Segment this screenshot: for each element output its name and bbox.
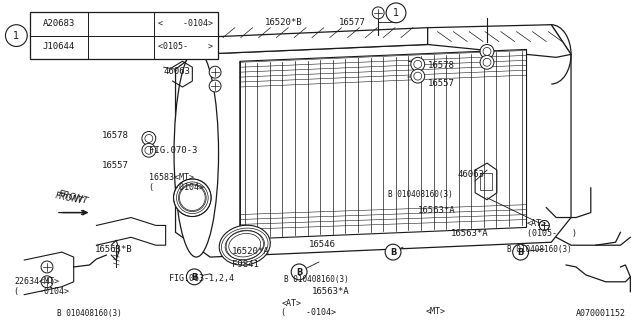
Circle shape [186, 269, 202, 285]
Text: 1: 1 [13, 31, 19, 41]
Text: 16520*A: 16520*A [232, 247, 269, 256]
Text: 16520*B: 16520*B [264, 18, 302, 27]
Text: 46063: 46063 [458, 170, 484, 179]
Text: 16563*A: 16563*A [418, 206, 456, 215]
Circle shape [6, 25, 28, 46]
Text: A070001152: A070001152 [576, 309, 626, 318]
Text: A20683: A20683 [43, 19, 75, 28]
Text: FRONT: FRONT [58, 189, 90, 206]
Circle shape [540, 220, 549, 230]
Polygon shape [240, 49, 527, 239]
Text: 16546: 16546 [309, 240, 336, 249]
Text: 16578: 16578 [101, 131, 128, 140]
Circle shape [41, 276, 53, 288]
Text: B: B [517, 248, 524, 257]
Text: FRONT: FRONT [55, 191, 84, 206]
Polygon shape [428, 25, 571, 57]
Polygon shape [175, 25, 571, 257]
Text: B: B [296, 268, 302, 277]
Text: F9841: F9841 [232, 260, 259, 269]
Text: 16563*A: 16563*A [312, 287, 349, 296]
Text: J10644: J10644 [43, 42, 75, 51]
Text: B 010408160(3): B 010408160(3) [284, 275, 349, 284]
Text: 16557: 16557 [101, 161, 128, 170]
Text: (0105-   ): (0105- ) [527, 229, 577, 238]
Circle shape [386, 3, 406, 23]
Text: 16577: 16577 [339, 18, 365, 27]
Text: B 010408160(3): B 010408160(3) [507, 245, 572, 254]
Circle shape [385, 244, 401, 260]
Ellipse shape [226, 230, 264, 260]
Text: 1: 1 [393, 8, 399, 18]
Text: FIG.070-3: FIG.070-3 [149, 146, 197, 155]
Circle shape [513, 244, 529, 260]
Text: (    -0104>: ( -0104> [149, 183, 204, 192]
Circle shape [411, 69, 425, 83]
Ellipse shape [174, 49, 218, 257]
Text: B: B [191, 273, 198, 282]
Text: FIG.063-1,2,4: FIG.063-1,2,4 [168, 274, 234, 283]
Circle shape [145, 134, 153, 142]
Text: 16557: 16557 [428, 79, 454, 88]
Text: 16583<MT>: 16583<MT> [149, 173, 194, 182]
Circle shape [414, 72, 422, 80]
Text: 16563*B: 16563*B [95, 245, 132, 254]
Polygon shape [195, 28, 428, 54]
Circle shape [145, 146, 153, 154]
Text: <    -0104>: < -0104> [158, 19, 213, 28]
Text: <MT>: <MT> [426, 307, 445, 316]
Ellipse shape [173, 179, 211, 217]
Ellipse shape [219, 225, 270, 265]
Circle shape [142, 143, 156, 157]
Circle shape [372, 7, 384, 19]
Text: 46063: 46063 [164, 67, 191, 76]
Text: B 010408160(3): B 010408160(3) [388, 190, 453, 199]
Circle shape [142, 132, 156, 145]
Circle shape [291, 264, 307, 280]
Circle shape [480, 44, 494, 58]
Circle shape [483, 58, 491, 66]
Text: <AT>: <AT> [282, 299, 301, 308]
Circle shape [41, 261, 53, 273]
Text: 16563*A: 16563*A [451, 229, 488, 238]
Circle shape [483, 47, 491, 55]
Text: 22634<MT>: 22634<MT> [14, 277, 60, 286]
Text: <AT>: <AT> [527, 220, 547, 228]
Text: <0105-    >: <0105- > [158, 42, 213, 51]
Bar [30, 12, 218, 59]
Text: B: B [390, 248, 396, 257]
Text: B 010408160(3): B 010408160(3) [57, 309, 122, 318]
Circle shape [414, 60, 422, 68]
Text: (    -0104>: ( -0104> [14, 287, 69, 296]
Ellipse shape [179, 184, 206, 212]
Text: (    -0104>: ( -0104> [282, 308, 337, 317]
Circle shape [209, 80, 221, 92]
Circle shape [209, 66, 221, 78]
Circle shape [411, 57, 425, 71]
Circle shape [480, 55, 494, 69]
Text: 16578: 16578 [428, 61, 454, 70]
Circle shape [540, 220, 549, 230]
